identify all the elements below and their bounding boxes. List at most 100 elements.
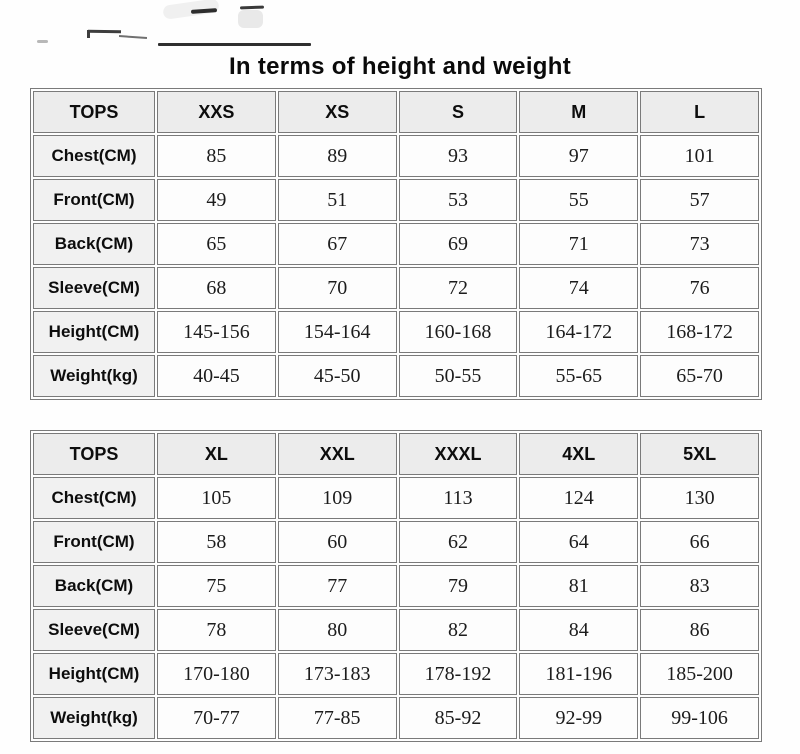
value-cell: 72 [398,267,518,309]
value-cell: 178-192 [398,653,518,695]
value-cell: 124 [519,477,639,519]
value-cell: 50-55 [398,355,518,397]
table-row: Sleeve(CM) 68 70 72 74 76 [33,267,759,309]
value-cell: 83 [640,565,759,607]
value-cell: 173-183 [277,653,397,695]
size-header-cell: XXXL [398,433,518,475]
header-row: TOPS XXS XS S M L [33,91,759,133]
value-cell: 45-50 [277,355,397,397]
value-cell: 77-85 [277,697,397,739]
value-cell: 75 [157,565,276,607]
stroke-artifact [37,40,48,43]
value-cell: 66 [640,521,759,563]
value-cell: 113 [398,477,518,519]
value-cell: 168-172 [640,311,759,353]
table-row: Weight(kg) 40-45 45-50 50-55 55-65 65-70 [33,355,759,397]
value-cell: 60 [277,521,397,563]
size-table-large-sizes: TOPS XL XXL XXXL 4XL 5XL Chest(CM) 105 109 113 124… [30,430,762,742]
value-cell: 77 [277,565,397,607]
row-label-cell: Chest(CM) [33,135,155,177]
row-label-cell: Height(CM) [33,311,155,353]
stroke-artifact [190,8,218,14]
value-cell: 85-92 [398,697,518,739]
value-cell: 55-65 [519,355,639,397]
value-cell: 99-106 [640,697,759,739]
value-cell: 97 [519,135,639,177]
stroke-artifact [239,5,265,10]
row-label-cell: Back(CM) [33,223,155,265]
value-cell: 71 [519,223,639,265]
value-cell: 130 [640,477,759,519]
row-label-cell: Height(CM) [33,653,155,695]
value-cell: 62 [398,521,518,563]
size-header-cell: 5XL [640,433,759,475]
row-label-cell: Chest(CM) [33,477,155,519]
stroke-artifact [118,35,148,39]
size-header-cell: XXS [157,91,276,133]
value-cell: 69 [398,223,518,265]
underline-artifact [158,43,311,46]
value-cell: 105 [157,477,276,519]
size-header-cell: XL [157,433,276,475]
size-table-small-sizes: TOPS XXS XS S M L Chest(CM) 85 89 93 97 101 Front(CM… [30,88,762,400]
row-label-cell: Sleeve(CM) [33,267,155,309]
table-row: Height(CM) 170-180 173-183 178-192 181-196 18… [33,653,759,695]
value-cell: 57 [640,179,759,221]
value-cell: 109 [277,477,397,519]
value-cell: 80 [277,609,397,651]
table-row: Front(CM) 49 51 53 55 57 [33,179,759,221]
size-header-cell: S [398,91,518,133]
value-cell: 86 [640,609,759,651]
value-cell: 55 [519,179,639,221]
value-cell: 85 [157,135,276,177]
value-cell: 74 [519,267,639,309]
value-cell: 101 [640,135,759,177]
value-cell: 67 [277,223,397,265]
value-cell: 170-180 [157,653,276,695]
table-row: Height(CM) 145-156 154-164 160-168 164-172 16… [33,311,759,353]
value-cell: 84 [519,609,639,651]
size-header-cell: L [640,91,759,133]
size-header-cell: M [519,91,639,133]
value-cell: 82 [398,609,518,651]
value-cell: 53 [398,179,518,221]
table-row: Weight(kg) 70-77 77-85 85-92 92-99 99-106 [33,697,759,739]
size-header-cell: XS [277,91,397,133]
value-cell: 68 [157,267,276,309]
value-cell: 145-156 [157,311,276,353]
row-label-cell: Front(CM) [33,521,155,563]
value-cell: 160-168 [398,311,518,353]
value-cell: 89 [277,135,397,177]
row-label-cell: Weight(kg) [33,355,155,397]
value-cell: 49 [157,179,276,221]
value-cell: 64 [519,521,639,563]
value-cell: 185-200 [640,653,759,695]
value-cell: 164-172 [519,311,639,353]
table-row: Back(CM) 75 77 79 81 83 [33,565,759,607]
corner-header-cell: TOPS [33,433,155,475]
value-cell: 181-196 [519,653,639,695]
table-row: Back(CM) 65 67 69 71 73 [33,223,759,265]
row-label-cell: Back(CM) [33,565,155,607]
value-cell: 51 [277,179,397,221]
header-row: TOPS XL XXL XXXL 4XL 5XL [33,433,759,475]
value-cell: 81 [519,565,639,607]
row-label-cell: Front(CM) [33,179,155,221]
stroke-artifact [87,30,90,38]
corner-header-cell: TOPS [33,91,155,133]
stroke-artifact [87,29,122,34]
smudge-artifact [238,10,263,28]
value-cell: 65 [157,223,276,265]
table-row: Sleeve(CM) 78 80 82 84 86 [33,609,759,651]
value-cell: 65-70 [640,355,759,397]
value-cell: 70 [277,267,397,309]
value-cell: 40-45 [157,355,276,397]
value-cell: 93 [398,135,518,177]
row-label-cell: Weight(kg) [33,697,155,739]
smudge-artifact [162,0,220,20]
value-cell: 76 [640,267,759,309]
value-cell: 154-164 [277,311,397,353]
size-header-cell: 4XL [519,433,639,475]
table-row: Chest(CM) 105 109 113 124 130 [33,477,759,519]
